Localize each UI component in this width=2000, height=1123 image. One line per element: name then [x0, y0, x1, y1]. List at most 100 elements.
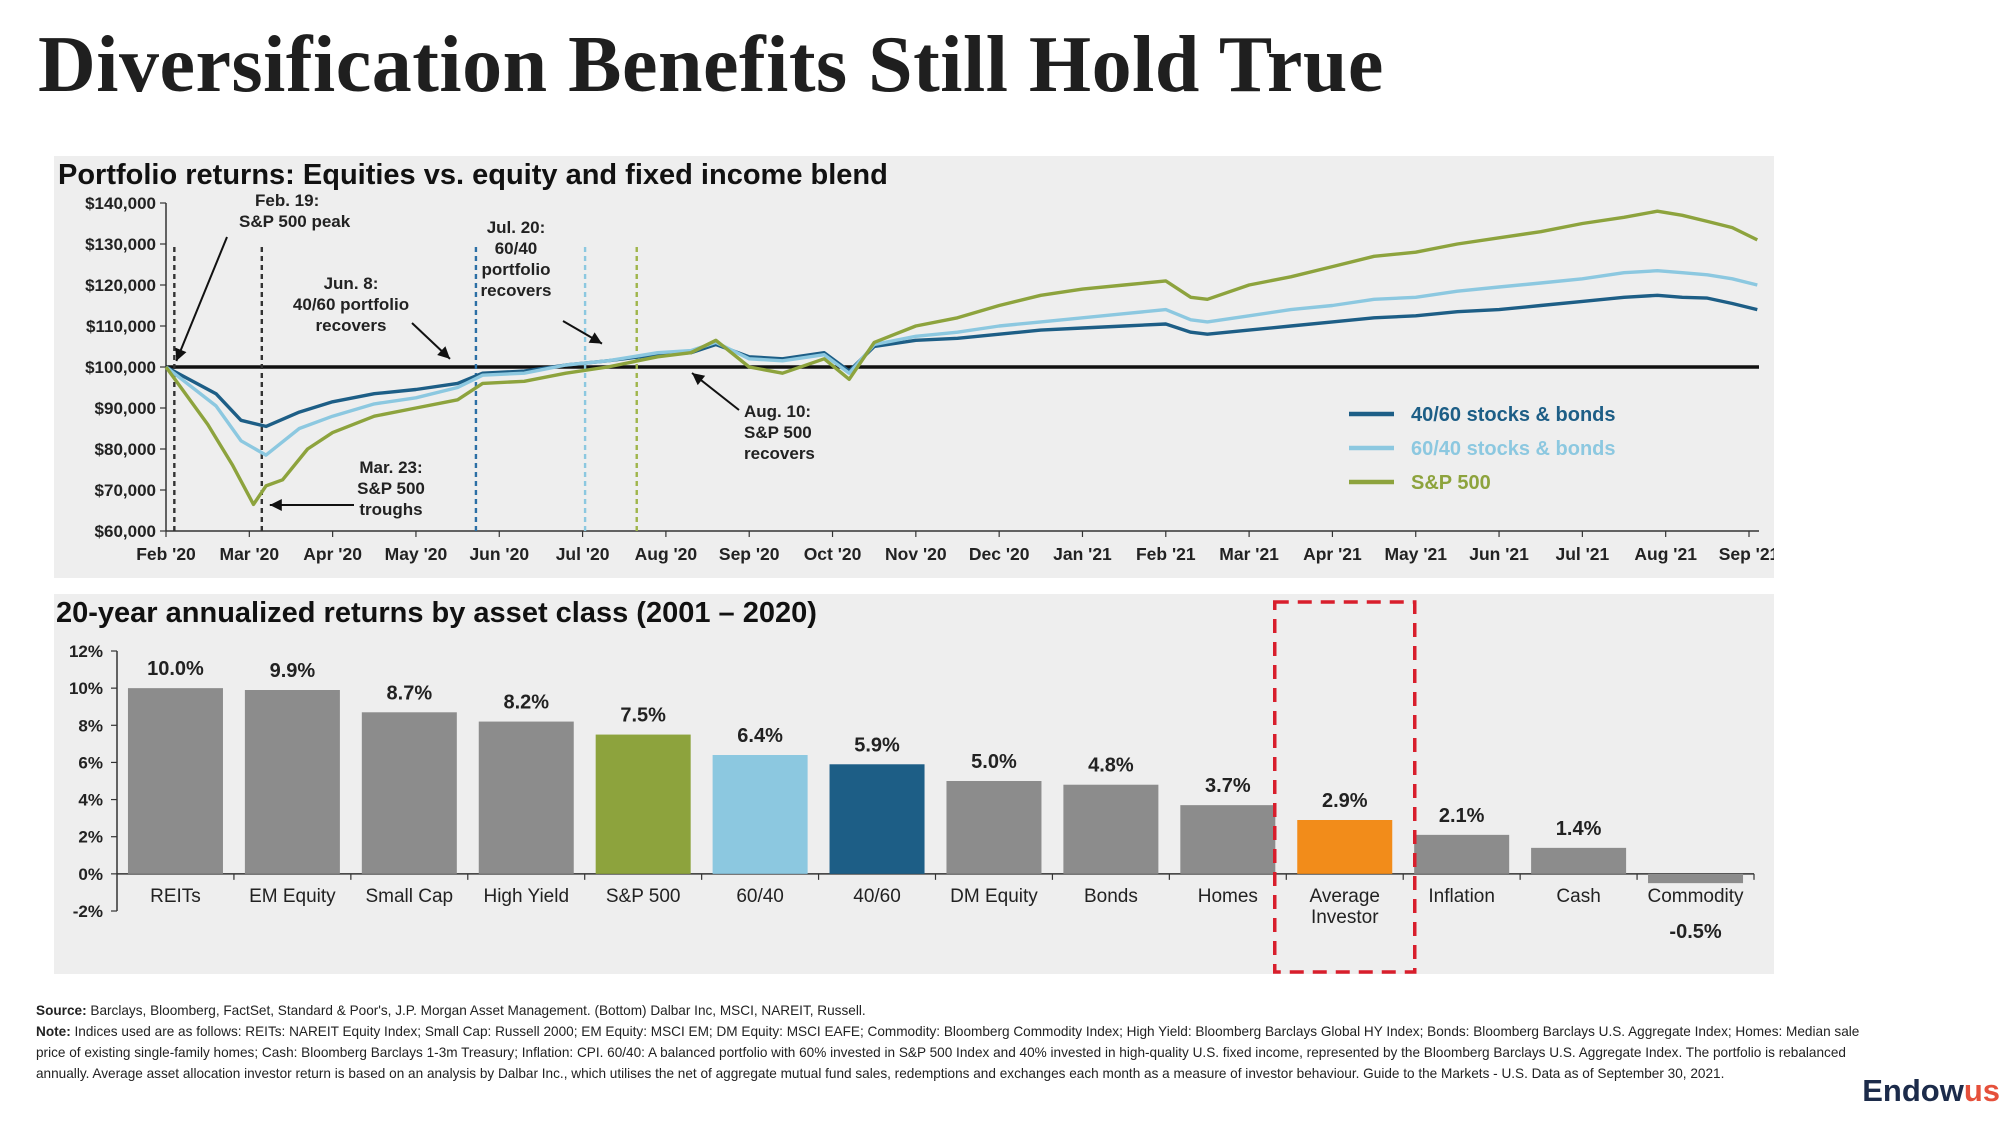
line-chart-panel: Portfolio returns: Equities vs. equity a…: [54, 156, 1774, 578]
category-line: EM Equity: [249, 886, 336, 907]
bar-category-label: DM Equity: [950, 886, 1038, 907]
bar-value-label: 9.9%: [270, 660, 316, 682]
line-x-tick-label: Feb '20: [136, 544, 196, 564]
bar-cash: [1531, 847, 1627, 874]
line-x-tick-label: Sep '21: [1719, 544, 1774, 564]
line-x-tick-label: May '20: [385, 544, 448, 564]
bar-reits: [127, 688, 223, 874]
endowus-logo: Endowus: [1862, 1073, 2000, 1109]
bar-category-label: Average Investor: [1310, 886, 1380, 928]
line-annotation: Mar. 23: S&P 500 troughs: [357, 458, 425, 519]
line-x-tick-label: Dec '20: [969, 544, 1030, 564]
category-line: High Yield: [483, 886, 569, 907]
annotation-arrow: [175, 236, 228, 362]
annotation-line: Mar. 23:: [359, 458, 422, 477]
bar-chart-panel: 20-year annualized returns by asset clas…: [54, 594, 1774, 974]
bar-y-tick-label: 12%: [69, 642, 103, 661]
annotation-line: troughs: [359, 500, 422, 519]
bar-category-label: 60/40: [736, 886, 784, 907]
annotation-line: recovers: [481, 281, 552, 300]
category-line: Small Cap: [365, 886, 453, 907]
line-series-40-60-stocks-bonds: [165, 293, 1758, 429]
highlight-box: [1273, 600, 1417, 974]
bar-value-label: 8.2%: [503, 692, 549, 714]
bar-small-cap: [361, 712, 457, 874]
bar-value-label: 4.8%: [1088, 755, 1134, 777]
bar-value-label: 5.0%: [971, 751, 1017, 773]
logo-accent: us: [1963, 1073, 2000, 1108]
line-x-tick-label: Feb '21: [1136, 544, 1196, 564]
bar-value-label: 8.7%: [387, 682, 433, 704]
line-x-tick-label: May '21: [1384, 544, 1447, 564]
bar-value-label: 6.4%: [737, 725, 783, 747]
annotation-line: Jun. 8:: [324, 274, 379, 293]
bar-category-label: Cash: [1556, 886, 1600, 907]
bar-y-tick-label: 2%: [78, 828, 103, 847]
bar-category-label: Bonds: [1084, 886, 1138, 907]
bar-category-label: Small Cap: [365, 886, 453, 907]
legend-label: 60/40 stocks & bonds: [1411, 438, 1616, 460]
line-x-tick-label: Oct '20: [804, 544, 862, 564]
line-y-tick-label: $100,000: [85, 358, 156, 377]
bar-chart-title: 20-year annualized returns by asset clas…: [56, 597, 817, 629]
legend-label: S&P 500: [1411, 472, 1491, 494]
bar-category-label: REITs: [150, 886, 201, 907]
line-x-tick-label: Apr '21: [1303, 544, 1362, 564]
arrow-head: [692, 373, 706, 386]
bar-value-label: 5.9%: [854, 734, 900, 756]
line-x-tick-label: Sep '20: [719, 544, 780, 564]
source-text: Barclays, Bloomberg, FactSet, Standard &…: [90, 1003, 866, 1018]
category-line: Cash: [1556, 886, 1600, 907]
source-notes: Source: Barclays, Bloomberg, FactSet, St…: [36, 1000, 1876, 1084]
line-x-tick-label: Nov '20: [885, 544, 947, 564]
category-line: Average: [1310, 886, 1380, 907]
source-label: Source:: [36, 1003, 87, 1018]
line-x-tick-label: Aug '20: [635, 544, 698, 564]
arrow-head: [269, 499, 282, 511]
logo-main: Endow: [1862, 1073, 1964, 1108]
line-chart: $60,000 $70,000 $80,000 $90,000 $100,000 $110…: [85, 191, 1774, 564]
line-y-tick-label: $120,000: [85, 276, 156, 295]
bar-value-label: -0.5%: [1669, 921, 1721, 943]
note-text: Indices used are as follows: REITs: NARE…: [36, 1024, 1860, 1081]
note-label: Note:: [36, 1024, 71, 1039]
category-line: Bonds: [1084, 886, 1138, 907]
bar-y-tick-label: 6%: [78, 753, 103, 772]
category-line: DM Equity: [950, 886, 1038, 907]
annotation-line: Jul. 20:: [487, 218, 546, 237]
bar-homes: [1180, 805, 1276, 874]
bar-y-tick-label: 10%: [69, 679, 103, 698]
legend-label: 40/60 stocks & bonds: [1411, 404, 1616, 426]
bar-y-tick-label: 0%: [78, 865, 103, 884]
bar-value-label: 10.0%: [147, 658, 204, 680]
category-line: S&P 500: [606, 886, 681, 907]
category-line: Homes: [1198, 886, 1258, 907]
line-annotation: Aug. 10: S&P 500 recovers: [744, 402, 815, 463]
bar-inflation: [1414, 834, 1510, 874]
line-y-tick-label: $90,000: [95, 399, 156, 418]
line-x-tick-label: Jan '21: [1053, 544, 1112, 564]
line-x-tick-label: Jul '20: [556, 544, 610, 564]
line-x-tick-label: Aug '21: [1634, 544, 1697, 564]
bar-high-yield: [478, 721, 574, 874]
annotation-line: recovers: [744, 444, 815, 463]
line-x-tick-label: Apr '20: [303, 544, 362, 564]
bar-average-investor: [1297, 820, 1393, 874]
annotation-line: recovers: [316, 316, 387, 335]
bar-value-label: 1.4%: [1556, 818, 1602, 840]
bar-y-tick-label: 4%: [78, 791, 103, 810]
bar-s-p-500: [595, 734, 691, 874]
bar-category-label: High Yield: [483, 886, 569, 907]
bar-dm-equity: [946, 781, 1042, 874]
line-y-tick-label: $110,000: [86, 317, 156, 336]
line-y-tick-label: $130,000: [85, 235, 156, 254]
annotation-line: S&P 500: [744, 423, 812, 442]
bar-category-label: S&P 500: [606, 886, 681, 907]
category-line: Inflation: [1428, 886, 1495, 907]
arrow-head: [588, 332, 602, 344]
line-y-tick-label: $60,000: [95, 522, 156, 541]
line-x-tick-label: Mar '20: [220, 544, 280, 564]
bar-value-label: 3.7%: [1205, 775, 1251, 797]
category-line: Commodity: [1647, 886, 1744, 907]
bar-chart: -2% 0% 2% 4% 6% 8% 10% 12% 10.0% REITs 9.9% EM Equ…: [69, 600, 1755, 974]
